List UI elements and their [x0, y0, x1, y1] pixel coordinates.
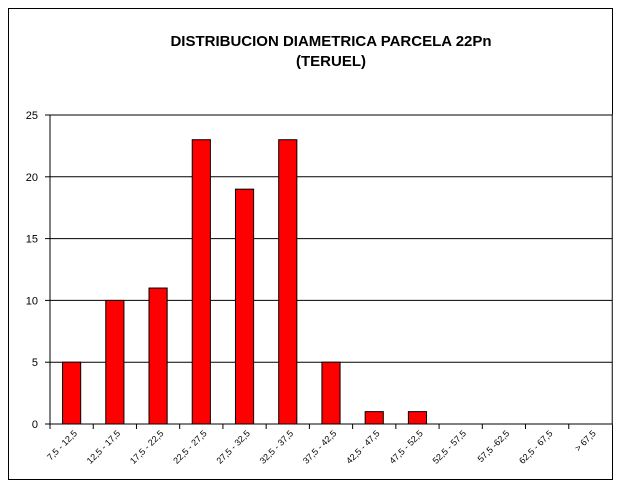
- bar: [148, 287, 168, 425]
- bar: [191, 139, 211, 425]
- bar: [321, 361, 341, 425]
- bar: [62, 361, 82, 425]
- y-tick-label: 25: [26, 110, 38, 122]
- bar: [234, 188, 255, 425]
- y-tick-label: 10: [26, 295, 38, 307]
- chart-title: DISTRIBUCION DIAMETRICA PARCELA 22Pn: [170, 33, 491, 50]
- chart-subtitle: (TERUEL): [296, 53, 366, 70]
- y-tick-label: 15: [26, 234, 38, 246]
- bar: [364, 411, 384, 425]
- y-tick-label: 0: [32, 419, 38, 431]
- bar: [278, 139, 298, 425]
- bar: [407, 411, 428, 425]
- bar: [105, 299, 125, 425]
- y-tick-label: 20: [26, 172, 38, 184]
- y-tick-label: 5: [32, 357, 38, 369]
